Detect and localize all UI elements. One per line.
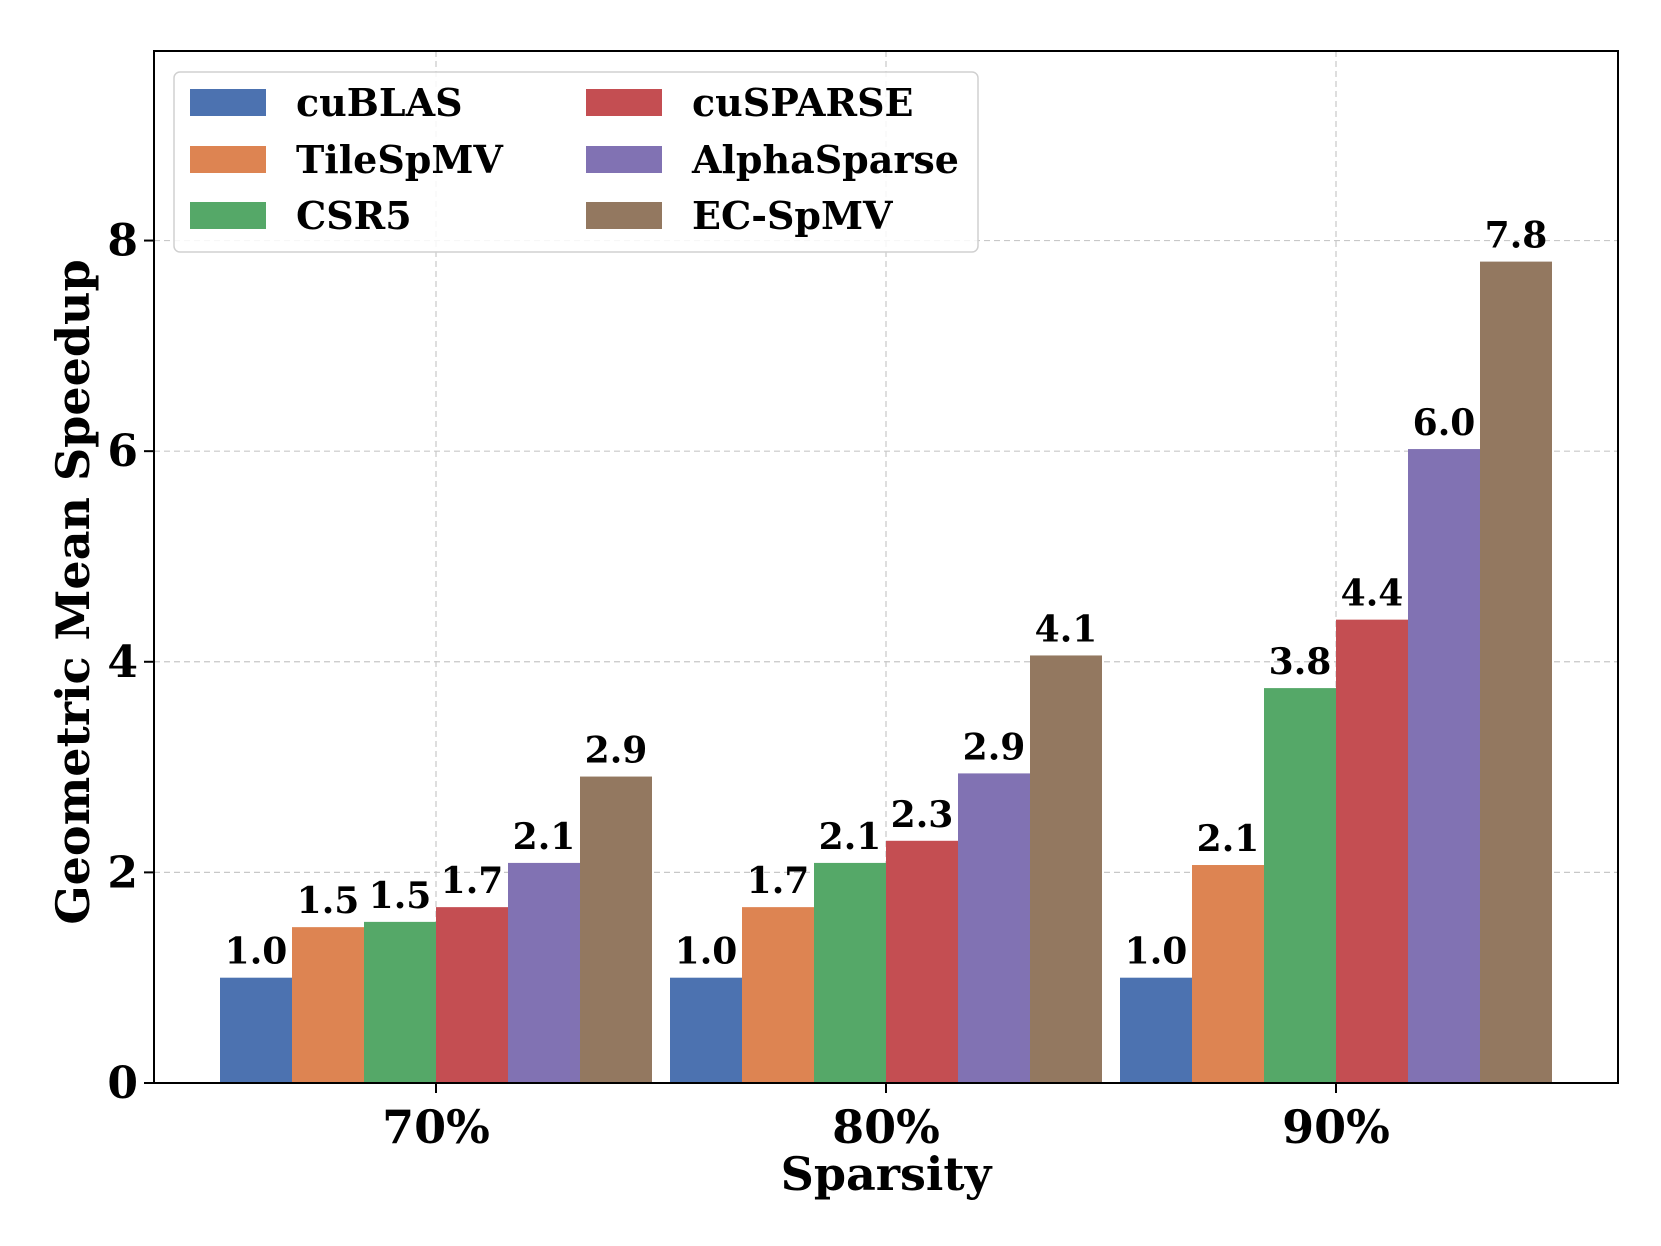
bar-value-label: 4.4 bbox=[1341, 573, 1404, 615]
bar-value-label: 1.0 bbox=[675, 931, 738, 973]
bar-value-label: 1.5 bbox=[297, 880, 360, 922]
legend-label: cuSPARSE bbox=[692, 80, 914, 125]
bar-csr5-2 bbox=[814, 862, 886, 1083]
y-tick-label: 2 bbox=[107, 847, 138, 898]
bar-value-label: 3.8 bbox=[1269, 641, 1332, 683]
x-tick-label: 70% bbox=[382, 1100, 490, 1154]
legend-entry: CSR5 bbox=[190, 193, 412, 238]
y-tick-label: 0 bbox=[107, 1058, 138, 1109]
bar-csr5-1 bbox=[364, 921, 436, 1083]
bar-ec-spmv-2 bbox=[1030, 655, 1102, 1083]
legend-swatch bbox=[586, 202, 662, 229]
legend-label: cuBLAS bbox=[296, 80, 463, 125]
legend-swatch bbox=[190, 89, 266, 116]
legend-label: EC-SpMV bbox=[692, 193, 894, 238]
bar-cusparse-1 bbox=[436, 907, 508, 1083]
y-tick-label: 4 bbox=[107, 637, 138, 688]
y-tick-label: 6 bbox=[107, 426, 138, 477]
bar-cusparse-3 bbox=[1336, 619, 1408, 1083]
y-axis-ticks: 0 2 4 6 8 bbox=[107, 216, 154, 1109]
x-tick-label: 90% bbox=[1282, 1100, 1390, 1154]
legend-label: AlphaSparse bbox=[691, 137, 959, 182]
bar-alphasparse-3 bbox=[1408, 449, 1480, 1083]
bar-value-label: 2.3 bbox=[891, 794, 954, 836]
legend-box bbox=[173, 71, 979, 253]
legend-swatch bbox=[190, 202, 266, 229]
bar-ec-spmv-3 bbox=[1480, 261, 1552, 1083]
legend-label: CSR5 bbox=[296, 193, 412, 238]
legend-label: TileSpMV bbox=[296, 137, 504, 182]
bar-alphasparse-2 bbox=[958, 773, 1030, 1083]
bar-value-label: 1.7 bbox=[747, 860, 810, 902]
bar-value-label: 1.0 bbox=[1125, 931, 1188, 973]
bar-tilespmv-2 bbox=[742, 907, 814, 1083]
bar-value-label: 1.7 bbox=[441, 860, 504, 902]
bar-value-label: 4.1 bbox=[1035, 608, 1098, 650]
legend-swatch bbox=[586, 146, 662, 173]
bar-tilespmv-3 bbox=[1192, 865, 1264, 1083]
bar-cublas-1 bbox=[220, 977, 292, 1083]
x-tick-label: 80% bbox=[832, 1100, 940, 1154]
bar-value-label: 2.1 bbox=[1197, 818, 1260, 860]
bar-tilespmv-1 bbox=[292, 927, 364, 1083]
legend-entry: EC-SpMV bbox=[586, 193, 894, 238]
legend-entry: cuSPARSE bbox=[586, 80, 914, 125]
legend-swatch bbox=[586, 89, 662, 116]
legend-swatch bbox=[190, 146, 266, 173]
legend-entry: cuBLAS bbox=[190, 80, 463, 125]
legend: cuBLAS TileSpMV CSR5 cuSPARSE AlphaSparse EC-… bbox=[173, 71, 979, 253]
bar-value-label: 2.1 bbox=[513, 816, 576, 858]
y-axis-label: Geometric Mean Speedup bbox=[46, 259, 100, 924]
bar-value-label: 1.5 bbox=[369, 875, 432, 917]
legend-entry: TileSpMV bbox=[190, 137, 504, 182]
bar-cublas-3 bbox=[1120, 977, 1192, 1083]
y-tick-label: 8 bbox=[107, 216, 138, 267]
bar-value-label: 2.1 bbox=[819, 816, 882, 858]
x-axis-label: Sparsity bbox=[781, 1147, 993, 1201]
data-labels: 1.0 1.0 1.01.5 1.72.11.52.13.81.72.34.42.12… bbox=[225, 215, 1548, 973]
bar-cusparse-2 bbox=[886, 840, 958, 1083]
bar-value-label: 1.0 bbox=[225, 931, 288, 973]
bars bbox=[220, 261, 1552, 1083]
bar-value-label: 7.8 bbox=[1485, 215, 1548, 257]
bar-value-label: 2.9 bbox=[585, 730, 648, 772]
bar-cublas-2 bbox=[670, 977, 742, 1083]
x-axis-ticks: 70% 80% 90% bbox=[382, 1083, 1390, 1154]
bar-alphasparse-1 bbox=[508, 862, 580, 1083]
bar-csr5-3 bbox=[1264, 688, 1336, 1083]
bar-ec-spmv-1 bbox=[580, 776, 652, 1083]
bar-value-label: 2.9 bbox=[963, 726, 1026, 768]
bar-value-label: 6.0 bbox=[1413, 402, 1476, 444]
legend-entry: AlphaSparse bbox=[586, 137, 959, 182]
